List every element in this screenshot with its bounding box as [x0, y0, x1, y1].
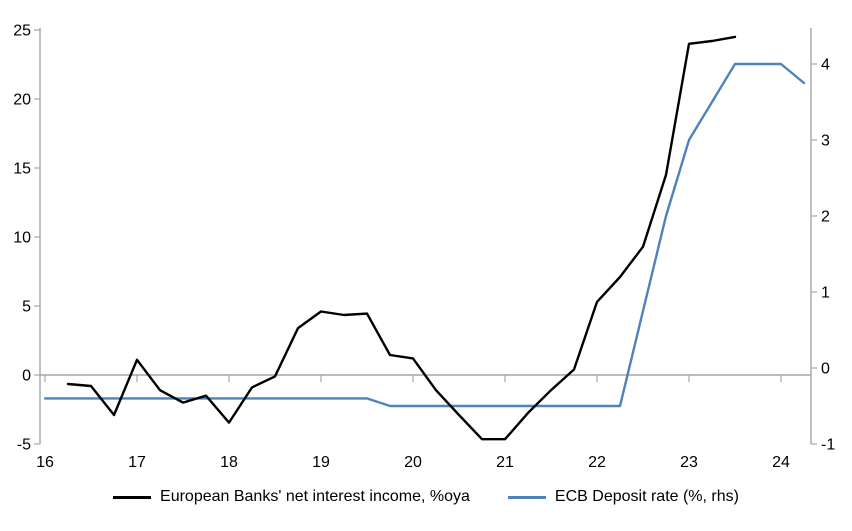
left-axis-tick-label: 10	[13, 230, 31, 247]
legend-line-swatch-black	[113, 495, 152, 499]
right-axis-tick-label: 4	[821, 57, 830, 74]
x-tick-label: 22	[588, 454, 606, 471]
x-tick-label: 23	[680, 454, 698, 471]
x-tick-label: 17	[128, 454, 146, 471]
left-axis-tick-label: -5	[17, 437, 31, 454]
left-axis-tick-label: 20	[13, 92, 31, 109]
left-axis-tick-label: 5	[22, 299, 31, 316]
x-tick-label: 20	[404, 454, 422, 471]
legend-label-ecb-deposit-rate: ECB Deposit rate (%, rhs)	[554, 488, 739, 505]
left-axis: -5 0 5 10 15 20 25	[13, 23, 41, 454]
legend-label-net-interest-income: European Banks' net interest income, %oy…	[160, 488, 470, 505]
left-axis-tick-label: 15	[13, 161, 31, 178]
x-tick-label: 18	[220, 454, 238, 471]
left-axis-tick-label: 0	[22, 368, 31, 385]
legend-item-ecb-deposit-rate: ECB Deposit rate (%, rhs)	[507, 488, 739, 506]
left-axis-tick-label: 25	[13, 23, 31, 40]
x-tick-label: 16	[36, 454, 54, 471]
right-axis: -1 0 1 2 3 4	[810, 28, 835, 454]
x-tick-label: 21	[496, 454, 514, 471]
x-tick-label: 24	[772, 454, 790, 471]
right-axis-tick-label: 3	[821, 133, 830, 150]
right-axis-tick-label: 0	[821, 361, 830, 378]
right-axis-tick-label: 2	[821, 209, 830, 226]
x-axis: 16 17 18 19 20 21 22 23 24	[36, 375, 790, 471]
x-tick-label: 19	[312, 454, 330, 471]
legend-line-swatch-blue	[507, 495, 546, 499]
series-line-ecb-deposit-rate	[43, 62, 806, 408]
legend: European Banks' net interest income, %oy…	[0, 488, 852, 506]
legend-item-net-interest-income: European Banks' net interest income, %oy…	[113, 488, 470, 506]
right-axis-tick-label: -1	[821, 437, 835, 454]
right-axis-tick-label: 1	[821, 285, 830, 302]
series-line-net-interest-income	[66, 35, 737, 441]
